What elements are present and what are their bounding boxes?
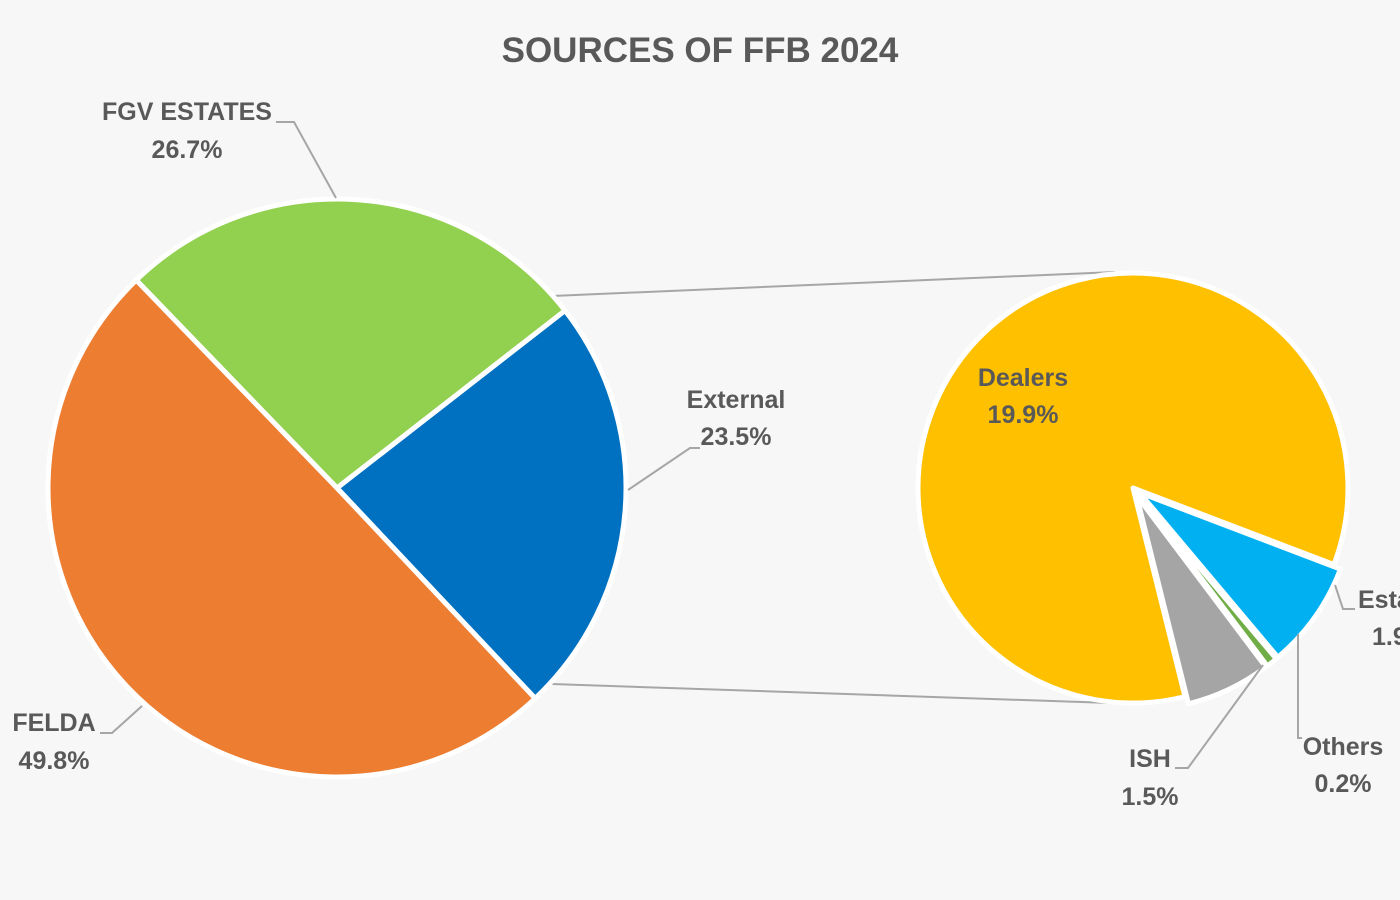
leader-estates: [1334, 584, 1355, 610]
leader-external: [627, 447, 700, 491]
label-fgv-estates-value: 26.7%: [152, 136, 223, 164]
label-ish-name: ISH: [1129, 745, 1171, 773]
leader-felda: [100, 705, 143, 734]
label-dealers-name: Dealers: [978, 364, 1068, 392]
main-pie: [45, 196, 629, 780]
pie-slice-ish: [1133, 492, 1269, 707]
chart-title: SOURCES OF FFB 2024: [502, 31, 899, 70]
label-others-value: 0.2%: [1315, 770, 1372, 798]
label-external-name: External: [687, 386, 786, 414]
leader-ish: [1175, 664, 1264, 769]
label-ish-value: 1.5%: [1122, 783, 1179, 811]
label-others-name: Others: [1303, 733, 1384, 761]
label-dealers-value: 19.9%: [988, 401, 1059, 429]
connector-line-top: [551, 271, 1116, 297]
secondary-pie: [915, 270, 1351, 707]
connector-line-bottom: [551, 683, 1111, 704]
label-estates-name: Estates: [1358, 586, 1400, 614]
pie-slice-felda: [45, 277, 538, 780]
label-felda-name: FELDA: [12, 709, 95, 737]
pie-slice-external: [334, 308, 629, 701]
label-external-value: 23.5%: [701, 423, 772, 451]
pie-slice-fgv-estates: [133, 196, 568, 491]
label-felda-value: 49.8%: [19, 747, 90, 775]
leader-others: [1297, 634, 1302, 739]
label-estates-value: 1.9%: [1372, 623, 1400, 651]
pie-slice-estates: [1137, 490, 1343, 660]
leader-fgv-estates: [276, 121, 337, 199]
label-fgv-estates-name: FGV ESTATES: [102, 98, 272, 126]
pie-slice-dealers: [915, 270, 1351, 706]
